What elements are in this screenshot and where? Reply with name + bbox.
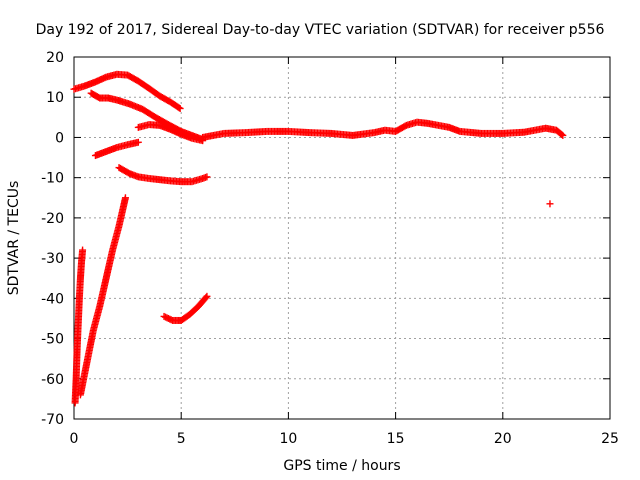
data-point (132, 76, 140, 84)
data-point (192, 304, 200, 312)
x-tick-label: 10 (279, 431, 297, 447)
data-point (175, 104, 183, 112)
data-point (123, 168, 131, 176)
data-point (164, 97, 172, 105)
y-tick-label: 20 (46, 50, 64, 66)
data-point (153, 90, 161, 98)
x-tick-label: 25 (601, 431, 619, 447)
plot-frame (73, 56, 611, 420)
axis-ticks: 0 5 10 15 20 25 -70 -60 -50 -40 -30 -20 -10 0 10 20 (41, 50, 619, 447)
y-tick-label: -10 (41, 171, 64, 187)
data-point (202, 293, 210, 301)
data-point (143, 83, 151, 91)
x-tick-label: 5 (177, 431, 186, 447)
x-tick-label: 20 (494, 431, 512, 447)
x-tick-label: 15 (387, 431, 405, 447)
data-point (149, 112, 157, 120)
y-axis-label: SDTVAR / TECUs (6, 181, 22, 296)
data-points (70, 70, 567, 407)
data-point (183, 312, 191, 320)
data-point (133, 139, 141, 147)
y-tick-label: -50 (41, 332, 64, 348)
data-point (122, 141, 130, 149)
y-tick-label: 10 (46, 90, 64, 106)
data-point (78, 248, 86, 256)
x-axis-label: GPS time / hours (283, 458, 400, 474)
y-tick-label: -60 (41, 372, 64, 388)
data-point (121, 195, 129, 203)
y-tick-label: -40 (41, 291, 64, 307)
data-point (546, 200, 554, 208)
data-point (174, 103, 182, 111)
chart-title: Day 192 of 2017, Sidereal Day-to-day VTE… (36, 22, 605, 38)
y-tick-label: -20 (41, 211, 64, 227)
data-point (201, 173, 209, 181)
grid-lines (74, 57, 610, 419)
y-tick-label: -70 (41, 412, 64, 428)
data-point (558, 131, 566, 139)
data-point (201, 295, 209, 303)
data-point (557, 130, 565, 138)
y-tick-label: 0 (55, 130, 64, 146)
y-tick-label: -30 (41, 251, 64, 267)
data-point (400, 123, 408, 131)
data-point (89, 328, 97, 336)
x-tick-label: 0 (70, 431, 79, 447)
